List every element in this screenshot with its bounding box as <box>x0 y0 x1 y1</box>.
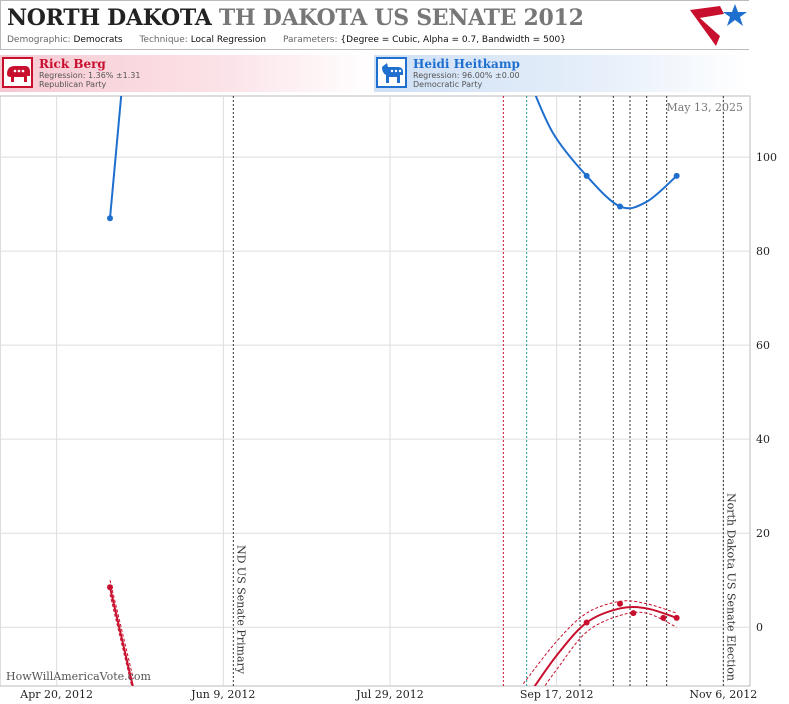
candidate-card-heidi-heitkamp: Heidi Heitkamp Regression: 96.00% ±0.00 … <box>374 55 749 92</box>
y-tick-label: 0 <box>756 621 763 634</box>
chart-parameters: Demographic: Democrats Technique: Local … <box>7 35 580 45</box>
chart-header: NORTH DAKOTA TH DAKOTA US SENATE 2012 De… <box>0 0 749 50</box>
event-label: ND US Senate Primary <box>234 545 247 675</box>
parameters-value: {Degree = Cubic, Alpha = 0.7, Bandwidth … <box>340 35 566 45</box>
x-tick-label: Nov 6, 2012 <box>689 688 757 701</box>
y-tick-label: 100 <box>756 151 777 164</box>
band-upper-rick-berg <box>522 600 677 684</box>
y-tick-label: 20 <box>756 527 770 540</box>
series-line-heidi-heitkamp <box>109 96 123 219</box>
data-point-rick-berg <box>660 614 667 621</box>
data-point-rick-berg <box>107 584 113 591</box>
x-tick-label: Jul 29, 2012 <box>355 688 424 701</box>
data-point-heidi-heitkamp <box>107 215 113 222</box>
band-lower-rick-berg <box>544 611 677 686</box>
band-lower-rick-berg <box>109 594 133 686</box>
candidate-party: Republican Party <box>39 80 107 89</box>
data-point-heidi-heitkamp <box>617 203 623 210</box>
data-point-rick-berg <box>630 610 637 617</box>
state-name: NORTH DAKOTA <box>7 5 212 31</box>
candidate-name: Heidi Heitkamp <box>413 57 520 71</box>
demographic-value: Democrats <box>73 35 123 45</box>
candidate-regression: Regression: 96.00% ±0.00 <box>413 71 520 80</box>
data-point-rick-berg <box>673 614 680 621</box>
demographic-label: Demographic: <box>7 35 71 45</box>
x-tick-label: Sep 17, 2012 <box>520 688 594 701</box>
candidate-party: Democratic Party <box>413 80 483 89</box>
event-label: North Dakota US Senate Election <box>724 493 737 681</box>
data-point-heidi-heitkamp <box>673 172 680 179</box>
y-tick-label: 80 <box>756 245 770 258</box>
data-point-heidi-heitkamp <box>583 172 590 179</box>
parameters-label: Parameters: <box>282 35 338 45</box>
y-tick-label: 40 <box>756 433 770 446</box>
data-point-rick-berg <box>583 619 590 626</box>
republican-elephant-icon <box>2 57 33 88</box>
x-tick-label: Apr 20, 2012 <box>19 688 93 701</box>
race-name: TH DAKOTA US SENATE 2012 <box>218 5 584 31</box>
chart-title: NORTH DAKOTA TH DAKOTA US SENATE 2012 <box>7 5 584 31</box>
data-point-rick-berg <box>617 600 623 607</box>
x-tick-label: Jun 9, 2012 <box>190 688 255 701</box>
series-line-heidi-heitkamp <box>534 96 678 210</box>
y-tick-label: 60 <box>756 339 770 352</box>
band-upper-rick-berg <box>109 580 134 680</box>
democratic-donkey-icon <box>376 57 407 88</box>
watermark: HowWillAmericaVote.com <box>6 670 151 683</box>
candidate-card-rick-berg: Rick Berg Regression: 1.36% ±1.31 Republ… <box>0 55 374 92</box>
plot-area <box>0 95 751 687</box>
technique-value: Local Regression <box>190 35 267 45</box>
candidate-regression: Regression: 1.36% ±1.31 <box>39 71 141 80</box>
series-line-rick-berg <box>109 587 134 686</box>
candidate-name: Rick Berg <box>39 57 106 71</box>
technique-label: Technique: <box>139 35 188 45</box>
series-line-rick-berg <box>533 605 677 686</box>
site-logo-icon <box>690 4 747 46</box>
date-stamp: May 13, 2025 <box>666 101 743 114</box>
